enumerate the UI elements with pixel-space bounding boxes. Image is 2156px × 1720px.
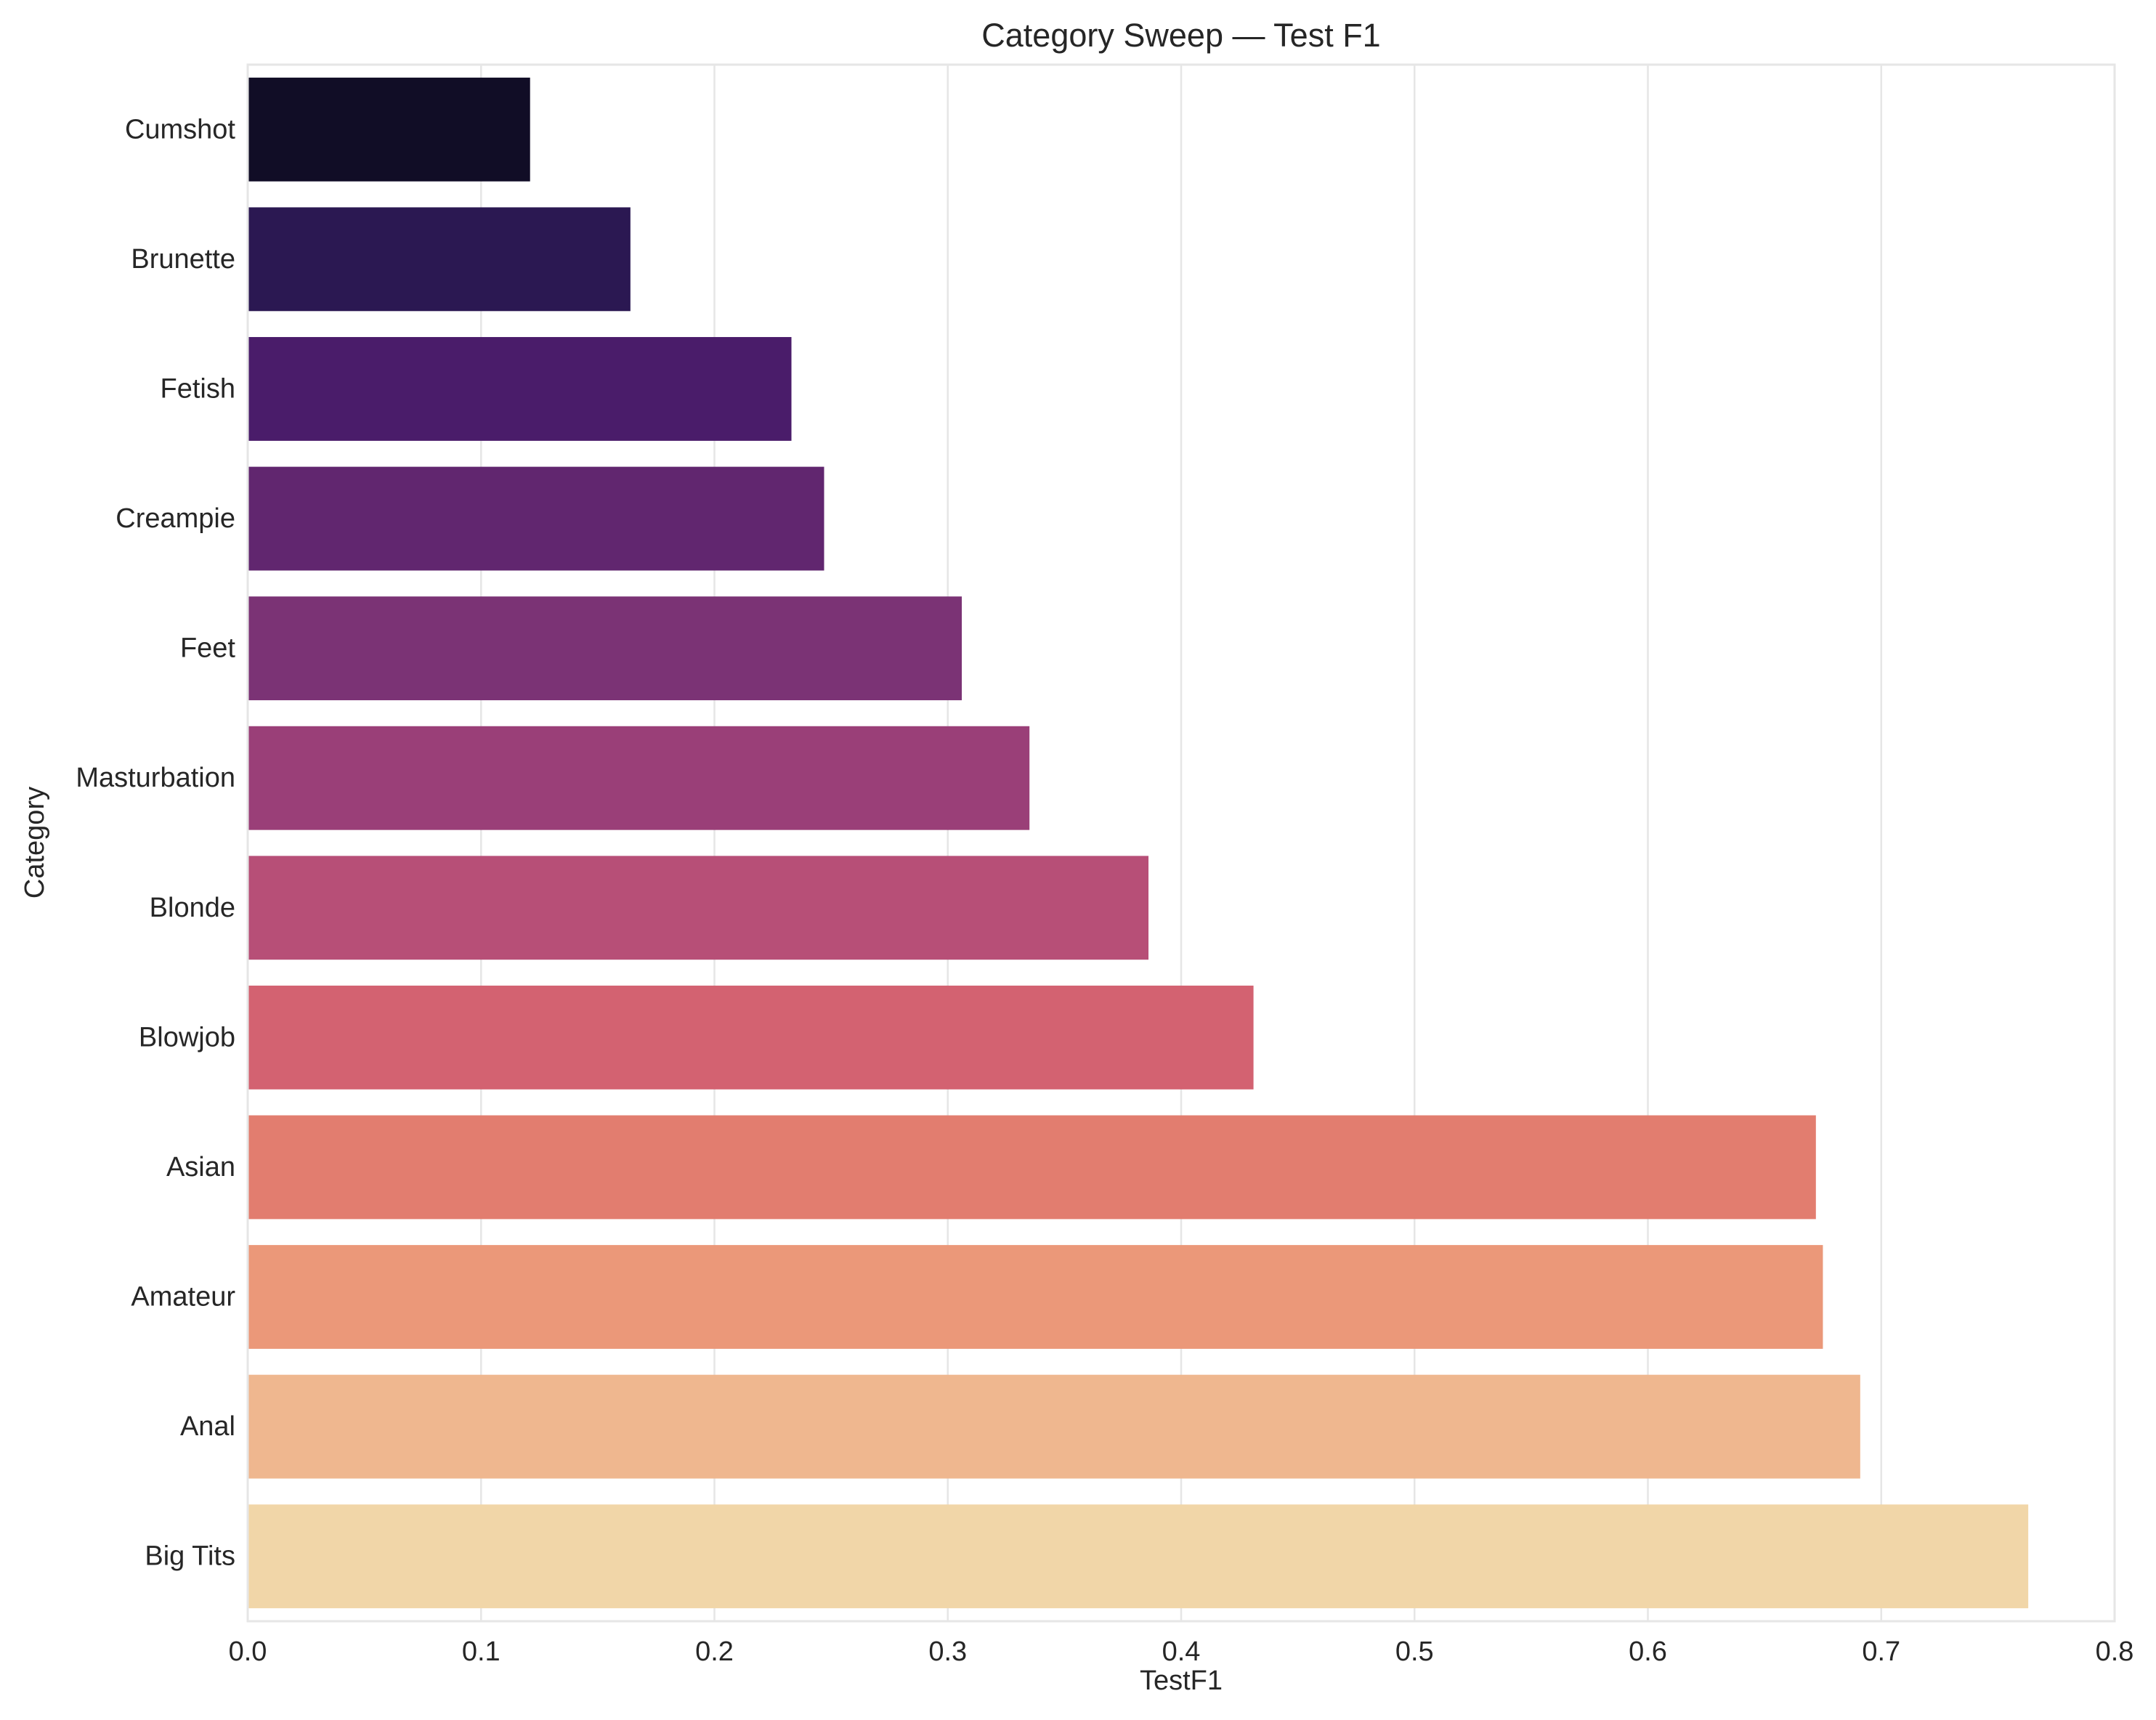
x-tick-label: 0.1 xyxy=(462,1636,500,1667)
y-tick-label: Cumshot xyxy=(125,114,235,145)
y-tick-label: Masturbation xyxy=(76,763,235,793)
bar-cumshot xyxy=(248,77,530,182)
y-tick-labels: Cumshot Brunette Fetish Creampie Feet Masturb… xyxy=(76,114,235,1571)
bar-blowjob xyxy=(248,985,1254,1090)
bar-masturbation xyxy=(248,726,1030,830)
y-tick-label: Blowjob xyxy=(139,1022,235,1052)
x-tick-label: 0.3 xyxy=(928,1636,967,1667)
bar-asian xyxy=(248,1115,1816,1220)
bar-feet xyxy=(248,596,962,701)
chart-title: Category Sweep — Test F1 xyxy=(981,17,1380,54)
x-tick-label: 0.7 xyxy=(1862,1636,1900,1667)
x-axis-label: TestF1 xyxy=(1140,1666,1223,1696)
x-tick-label: 0.8 xyxy=(2096,1636,2134,1667)
bar-anal xyxy=(248,1374,1860,1479)
y-tick-label: Blonde xyxy=(150,893,235,923)
y-tick-label: Amateur xyxy=(131,1282,235,1313)
y-tick-label: Feet xyxy=(180,633,235,664)
x-tick-label: 0.4 xyxy=(1162,1636,1201,1667)
x-tick-label: 0.6 xyxy=(1629,1636,1667,1667)
bar-fetish xyxy=(248,337,792,441)
bar-amateur xyxy=(248,1245,1823,1349)
y-tick-label: Asian xyxy=(166,1152,235,1182)
plot-border xyxy=(246,63,2116,1623)
plot-frame xyxy=(246,63,2116,1623)
x-tick-label: 0.0 xyxy=(229,1636,267,1667)
y-tick-label: Brunette xyxy=(131,244,235,275)
bar-brunette xyxy=(248,207,631,312)
y-axis-label: Category xyxy=(20,787,50,898)
x-tick-label: 0.2 xyxy=(695,1636,734,1667)
y-tick-label: Big Tits xyxy=(145,1541,235,1572)
bar-big-tits xyxy=(248,1504,2029,1609)
bar-blonde xyxy=(248,856,1149,960)
x-tick-labels: 0.0 0.1 0.2 0.3 0.4 0.5 0.6 0.7 0.8 xyxy=(229,1636,2134,1667)
y-tick-label: Creampie xyxy=(115,503,235,534)
x-tick-label: 0.5 xyxy=(1395,1636,1434,1667)
y-tick-label: Fetish xyxy=(161,373,235,404)
bars xyxy=(248,77,2029,1609)
y-tick-label: Anal xyxy=(180,1411,235,1442)
bar-creampie xyxy=(248,466,824,571)
